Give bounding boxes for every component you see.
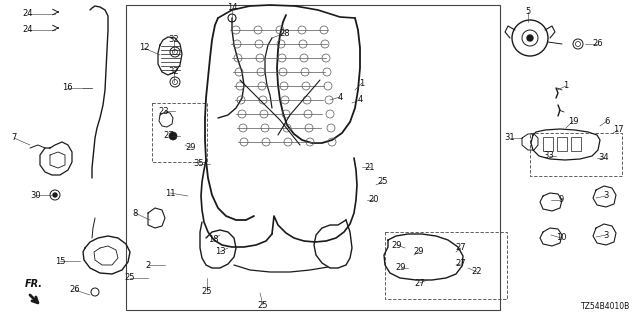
Bar: [530, 133, 622, 176]
Text: 26: 26: [70, 285, 80, 294]
Text: 14: 14: [227, 4, 237, 12]
Text: 29: 29: [186, 143, 196, 153]
Text: 10: 10: [556, 234, 566, 243]
Text: 19: 19: [568, 116, 579, 125]
Text: 7: 7: [12, 133, 17, 142]
Text: 3: 3: [604, 191, 609, 201]
Text: 1: 1: [563, 82, 568, 91]
Text: 32: 32: [169, 67, 179, 76]
Text: 28: 28: [280, 28, 291, 37]
Bar: [543, 137, 553, 151]
Bar: [571, 137, 581, 151]
Text: 21: 21: [365, 163, 375, 172]
Text: 34: 34: [598, 154, 609, 163]
Text: 24: 24: [23, 10, 33, 19]
Circle shape: [169, 132, 177, 140]
Text: 27: 27: [456, 244, 467, 252]
Text: 24: 24: [23, 26, 33, 35]
Text: FR.: FR.: [25, 279, 43, 289]
Text: TZ54B4010B: TZ54B4010B: [580, 302, 630, 311]
Text: 29: 29: [413, 247, 424, 257]
Text: 26: 26: [593, 39, 604, 49]
Text: 15: 15: [55, 257, 65, 266]
Circle shape: [527, 35, 533, 41]
Text: 31: 31: [505, 133, 515, 142]
Bar: [385, 232, 507, 299]
Text: 5: 5: [525, 7, 531, 17]
Bar: [152, 103, 207, 162]
Text: 9: 9: [558, 196, 564, 204]
Text: 29: 29: [392, 241, 403, 250]
Text: 25: 25: [202, 286, 212, 295]
Text: 4: 4: [337, 92, 342, 101]
Text: 11: 11: [164, 188, 175, 197]
Text: 2: 2: [145, 260, 150, 269]
Text: 33: 33: [543, 151, 554, 161]
Bar: [557, 137, 567, 151]
Text: 27: 27: [456, 260, 467, 268]
Text: 18: 18: [208, 235, 218, 244]
Text: 6: 6: [604, 116, 610, 125]
Text: 30: 30: [31, 190, 42, 199]
Text: 25: 25: [125, 274, 135, 283]
Bar: [126, 5, 500, 310]
Text: 27: 27: [415, 278, 426, 287]
Text: 12: 12: [139, 44, 149, 52]
Text: 20: 20: [369, 196, 380, 204]
Text: 8: 8: [132, 209, 138, 218]
Text: 27: 27: [164, 132, 174, 140]
Text: 22: 22: [472, 268, 483, 276]
Circle shape: [53, 193, 57, 197]
Text: 29: 29: [396, 263, 406, 273]
Text: 3: 3: [604, 230, 609, 239]
Text: 4: 4: [357, 95, 363, 105]
Text: 16: 16: [61, 84, 72, 92]
Text: 35: 35: [194, 159, 204, 169]
Text: 23: 23: [159, 107, 170, 116]
Text: 25: 25: [378, 178, 388, 187]
Text: 13: 13: [214, 247, 225, 257]
Text: 32: 32: [169, 36, 179, 44]
Text: 1: 1: [360, 78, 365, 87]
Text: 17: 17: [612, 125, 623, 134]
Text: 25: 25: [258, 300, 268, 309]
